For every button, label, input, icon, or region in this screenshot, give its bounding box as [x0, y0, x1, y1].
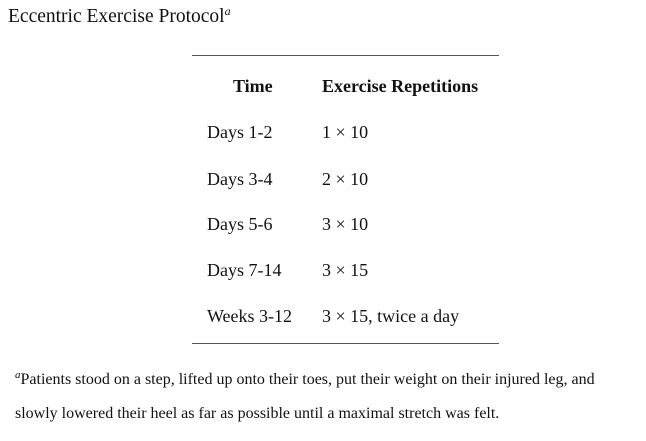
repetitions-cell: 3 × 10 — [322, 214, 369, 234]
footnote-text-line-1: Patients stood on a step, lifted up onto… — [20, 371, 595, 388]
time-cell: Days 5-6 — [207, 214, 273, 234]
repetitions-cell: 1 × 10 — [322, 122, 369, 142]
table-title-text: Eccentric Exercise Protocol — [8, 6, 225, 27]
table-footnote: aPatients stood on a step, lifted up ont… — [15, 363, 645, 431]
time-cell: Days 7-14 — [207, 260, 282, 280]
table-top-rule — [192, 55, 499, 56]
header-time: Time — [233, 76, 273, 96]
repetitions-cell: 2 × 10 — [322, 169, 369, 189]
time-cell: Days 1-2 — [207, 122, 273, 142]
title-footnote-mark: a — [224, 4, 231, 18]
table-bottom-rule — [192, 343, 499, 344]
footnote-line: aPatients stood on a step, lifted up ont… — [15, 363, 645, 397]
repetitions-cell: 3 × 15 — [322, 260, 369, 280]
time-cell: Weeks 3-12 — [207, 306, 293, 326]
repetitions-cell: 3 × 15, twice a day — [322, 306, 460, 326]
header-exercise-repetitions: Exercise Repetitions — [322, 76, 479, 96]
footnote-text-line-2: slowly lowered their heel as far as poss… — [15, 405, 500, 422]
footnote-mark: a — [15, 369, 21, 381]
time-cell: Days 3-4 — [207, 169, 273, 189]
table-title: Eccentric Exercise Protocola — [8, 4, 231, 30]
